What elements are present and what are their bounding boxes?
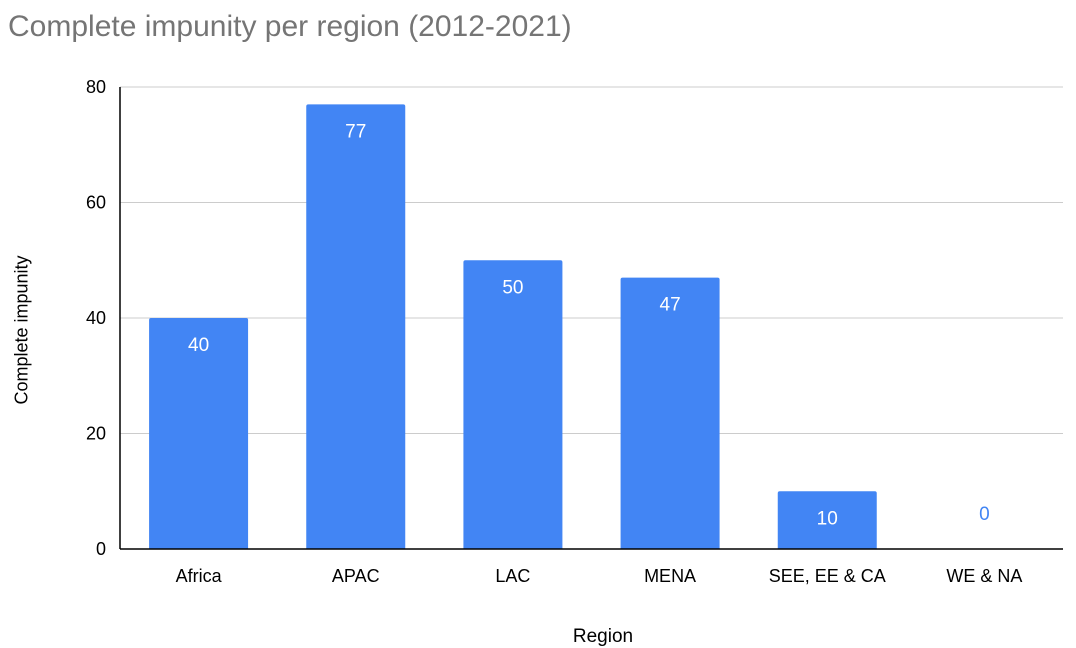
data-label: 40 bbox=[188, 335, 209, 356]
chart-title: Complete impunity per region (2012-2021) bbox=[8, 10, 572, 43]
x-axis-label: Region bbox=[572, 626, 634, 647]
bar bbox=[306, 104, 406, 549]
data-label: 47 bbox=[660, 295, 681, 316]
bar bbox=[463, 260, 563, 549]
y-tick-label: 0 bbox=[96, 539, 106, 559]
y-tick-label: 60 bbox=[86, 193, 106, 213]
y-tick-label: 80 bbox=[86, 77, 106, 97]
data-label: 0 bbox=[979, 504, 990, 525]
y-tick-label: 40 bbox=[86, 308, 106, 328]
x-tick-label: SEE, EE & CA bbox=[769, 566, 886, 586]
x-tick-label: APAC bbox=[332, 566, 380, 586]
x-tick-label: Africa bbox=[176, 566, 223, 586]
data-label: 10 bbox=[817, 508, 838, 529]
labels: 0 20 40 60 80 40 Africa 77 APAC 50 LAC 47 MENA 10 SEE,… bbox=[86, 77, 1022, 586]
data-label: 50 bbox=[502, 277, 523, 298]
x-tick-label: LAC bbox=[495, 566, 530, 586]
bar bbox=[620, 277, 720, 549]
x-tick-label: WE & NA bbox=[946, 566, 1022, 586]
y-tick-label: 20 bbox=[86, 424, 106, 444]
bars bbox=[149, 104, 877, 549]
grid-lines bbox=[120, 86, 1063, 434]
data-label: 77 bbox=[345, 121, 366, 142]
x-tick-label: MENA bbox=[644, 566, 696, 586]
axes bbox=[119, 87, 1063, 550]
bar bbox=[149, 318, 249, 549]
bar bbox=[777, 491, 877, 549]
